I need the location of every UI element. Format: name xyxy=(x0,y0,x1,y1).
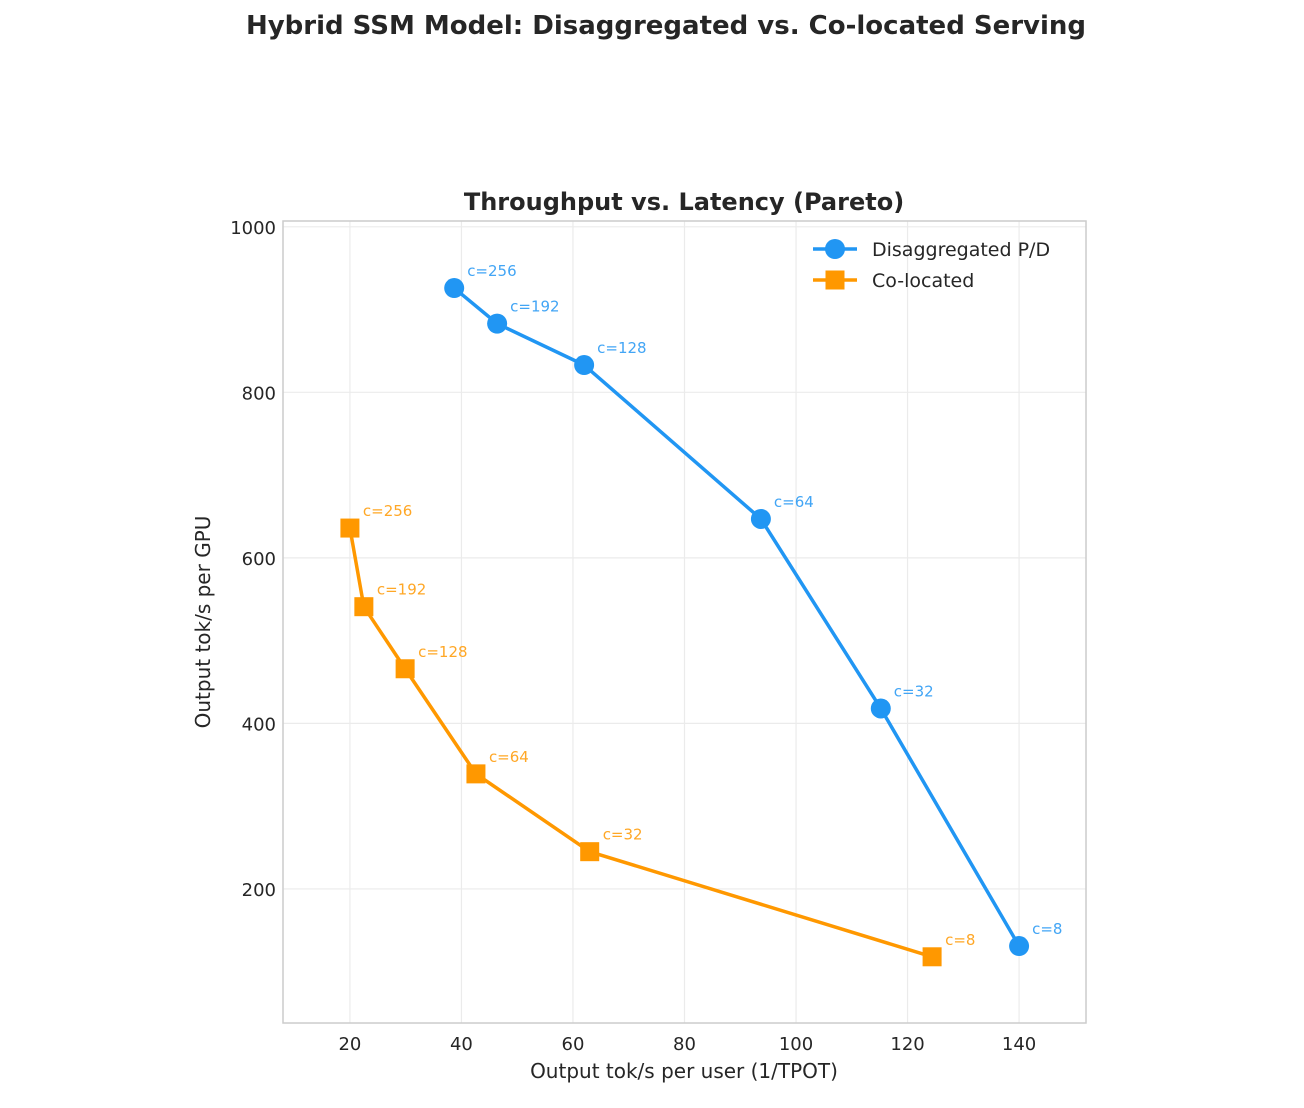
x-tick-label: 80 xyxy=(673,1034,696,1055)
legend: Disaggregated P/D Co-located xyxy=(813,239,1050,292)
plot-frame xyxy=(282,220,1087,1024)
data-point xyxy=(922,947,942,967)
y-tick-label: 200 xyxy=(242,880,276,901)
data-label: c=32 xyxy=(894,682,934,700)
data-label: c=8 xyxy=(945,931,975,949)
data-label: c=192 xyxy=(377,581,426,599)
data-point xyxy=(444,278,465,299)
series-layer: c=256 c=192 c=128 c=64 c=32 c=8 c=256 c=192 c=12… xyxy=(340,262,1062,967)
x-tick-label: 40 xyxy=(450,1034,473,1055)
data-label: c=64 xyxy=(774,493,814,511)
legend-marker xyxy=(825,239,845,259)
data-point xyxy=(354,597,374,617)
data-label: c=256 xyxy=(467,262,516,280)
y-tick-label: 400 xyxy=(242,714,276,735)
data-point xyxy=(340,518,360,538)
ticks: 20 40 60 80 100 120 140 200 400 600 800 1000 xyxy=(230,218,1036,1055)
legend-item: Co-located xyxy=(813,270,974,292)
series-co-located: c=256 c=192 c=128 c=64 c=32 c=8 xyxy=(340,502,975,967)
figure-title: Hybrid SSM Model: Disaggregated vs. Co-l… xyxy=(246,11,1086,41)
data-point xyxy=(750,508,771,529)
x-tick-label: 100 xyxy=(779,1034,813,1055)
grid xyxy=(283,221,1086,1023)
legend-label: Co-located xyxy=(872,270,974,292)
data-point xyxy=(574,355,595,376)
data-label: c=192 xyxy=(510,298,559,316)
x-tick-label: 140 xyxy=(1002,1034,1036,1055)
y-tick-label: 800 xyxy=(242,383,276,404)
data-label: c=64 xyxy=(489,748,529,766)
data-point xyxy=(580,842,600,862)
y-tick-label: 600 xyxy=(242,549,276,570)
data-point xyxy=(1009,936,1030,957)
data-label: c=32 xyxy=(603,826,643,844)
chart-title: Throughput vs. Latency (Pareto) xyxy=(464,188,904,216)
legend-label: Disaggregated P/D xyxy=(872,239,1050,261)
x-tick-label: 120 xyxy=(890,1034,924,1055)
data-point xyxy=(870,698,891,719)
y-tick-label: 1000 xyxy=(230,218,276,239)
x-tick-label: 20 xyxy=(338,1034,361,1055)
legend-marker xyxy=(825,270,845,290)
x-tick-label: 60 xyxy=(562,1034,585,1055)
series-line xyxy=(348,527,933,959)
data-label: c=128 xyxy=(418,643,467,661)
data-point xyxy=(395,659,415,679)
data-label: c=8 xyxy=(1032,920,1062,938)
x-axis-label: Output tok/s per user (1/TPOT) xyxy=(530,1059,838,1083)
series-line xyxy=(453,286,1021,947)
series-disaggregated-p-d: c=256 c=192 c=128 c=64 c=32 c=8 xyxy=(444,262,1062,957)
data-label: c=128 xyxy=(597,339,646,357)
data-point xyxy=(487,313,508,334)
y-axis-label: Output tok/s per GPU xyxy=(191,516,215,729)
data-point xyxy=(466,764,486,784)
data-label: c=256 xyxy=(363,502,412,520)
legend-item: Disaggregated P/D xyxy=(813,239,1050,261)
